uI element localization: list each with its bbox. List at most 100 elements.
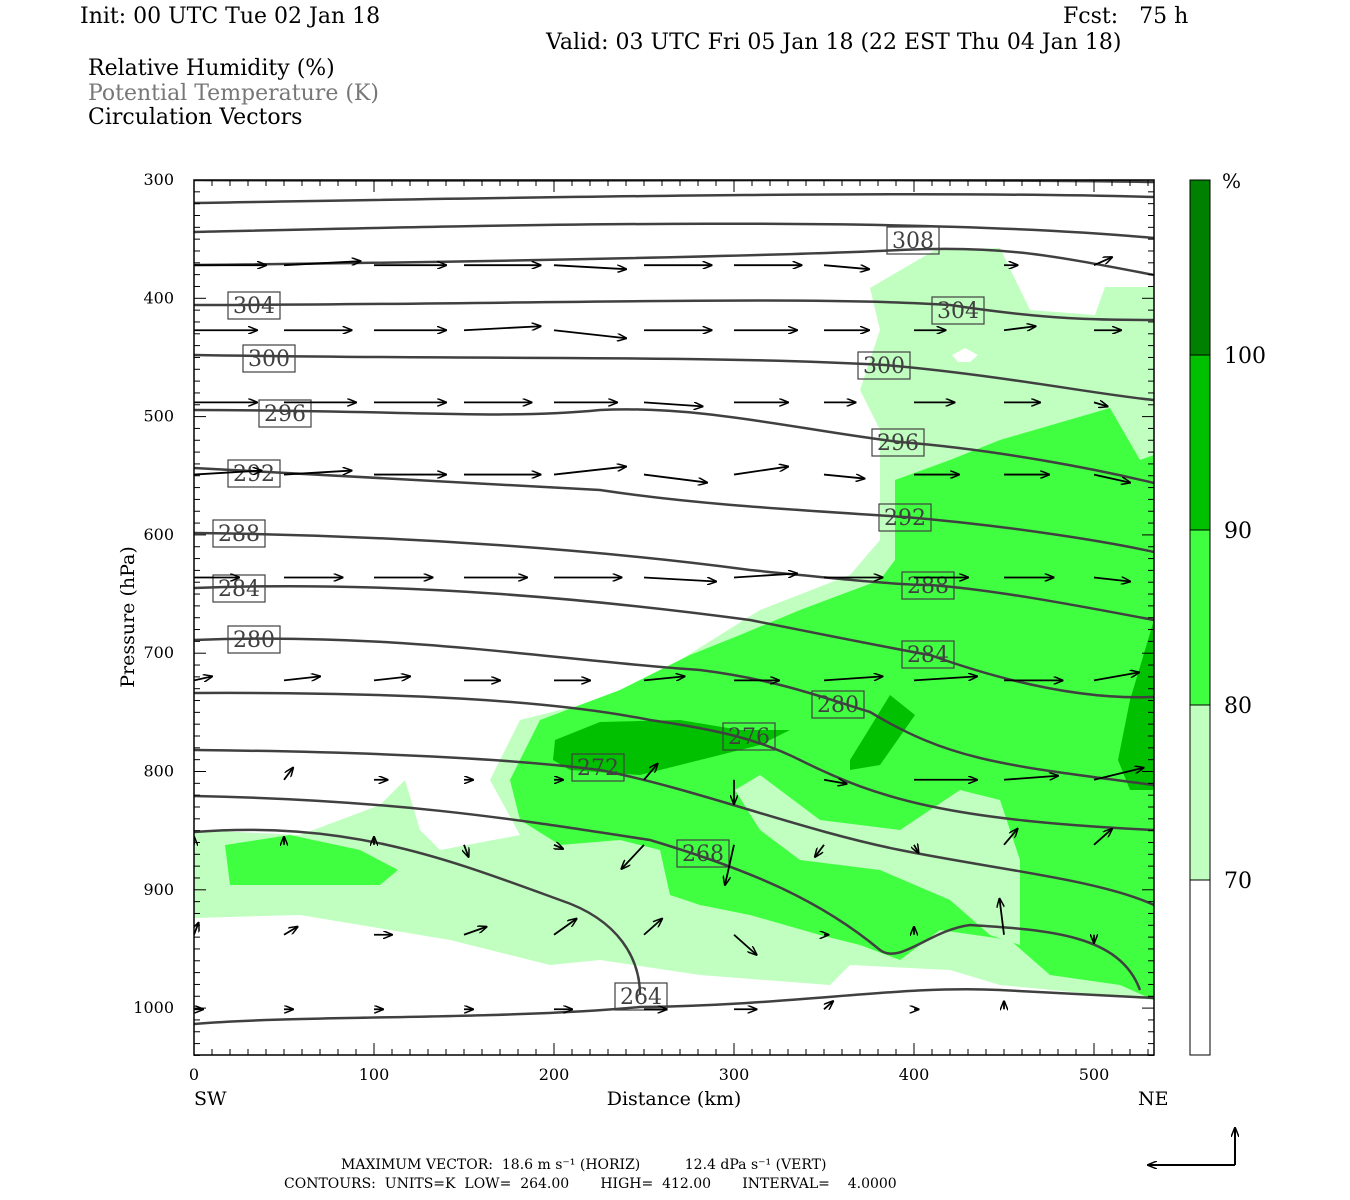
rh-90-100-region [850, 695, 915, 770]
isentrope-label: 292 [878, 503, 932, 532]
circulation-vector [733, 467, 788, 476]
circulation-vector [553, 264, 626, 269]
circulation-vector [725, 844, 735, 885]
colorbar-label: 100 [1224, 344, 1266, 369]
circulation-vector [643, 401, 703, 406]
x-tick-label: 200 [539, 1065, 570, 1084]
y-tick-label: 700 [143, 643, 174, 662]
x-tick-label: 500 [1079, 1065, 1110, 1084]
svg-text:292: 292 [884, 506, 926, 531]
circulation-vector [1093, 257, 1112, 266]
circulation-vector [464, 844, 469, 857]
circulation-vector [643, 676, 685, 682]
isentrope [194, 794, 1142, 991]
scale-arrows [1148, 1128, 1235, 1165]
isentrope [194, 222, 1154, 240]
isentrope-label: 300 [242, 344, 296, 373]
contours-text: CONTOURS: UNITS=K LOW= 264.00 HIGH= 412.… [284, 1176, 897, 1192]
circulation-vector [913, 676, 977, 682]
isentrope-label: 268 [676, 839, 730, 868]
svg-text:296: 296 [264, 402, 306, 427]
rh-90-100-region [1118, 620, 1154, 790]
colorbar-80-90 [1189, 529, 1211, 706]
circulation-vector [643, 919, 662, 936]
circulation-vector [283, 471, 352, 476]
circulation-vector [194, 676, 212, 680]
forecast-hour: Fcst: 75 h [1063, 4, 1189, 29]
circulation-vector [553, 919, 577, 936]
init-time: Init: 00 UTC Tue 02 Jan 18 [80, 4, 381, 29]
circulation-vector [373, 676, 410, 680]
circulation-vector [1000, 899, 1005, 935]
y-axis-title: Pressure (hPa) [117, 546, 139, 688]
circulation-vector [194, 471, 262, 476]
circulation-vector [1003, 776, 1058, 781]
circulation-vector [283, 261, 361, 267]
x-tick-label: 100 [359, 1065, 390, 1084]
isentrope [194, 584, 1154, 699]
isentrope-label: 296 [258, 399, 312, 428]
isentrope [194, 691, 1154, 832]
svg-text:300: 300 [863, 354, 905, 379]
svg-text:272: 272 [577, 756, 619, 781]
svg-text:264: 264 [620, 985, 662, 1010]
circulation-vector [1093, 672, 1139, 682]
y-tick-label: 600 [143, 525, 174, 544]
circulation-vector [643, 764, 658, 781]
circulation-vector [823, 473, 865, 479]
circulation-vector [823, 676, 883, 682]
isentrope-label: 288 [212, 519, 266, 548]
isentrope-label: 296 [871, 428, 925, 457]
colorbar-label: 80 [1224, 694, 1252, 719]
isentrope [194, 299, 1154, 322]
svg-text:268: 268 [682, 842, 724, 867]
circulation-vector [815, 844, 825, 857]
circulation-vector [643, 473, 707, 483]
circulation-vector [1003, 829, 1018, 846]
isentrope-label: 304 [227, 291, 281, 320]
circulation-vector [733, 573, 797, 579]
isentrope [194, 408, 1154, 485]
rh-70-80-pocket [735, 775, 1020, 945]
legend-vectors: Circulation Vectors [88, 105, 303, 130]
circulation-vector [1093, 829, 1112, 846]
x-tick-label: 0 [189, 1065, 199, 1084]
svg-text:280: 280 [817, 693, 859, 718]
colorbar [1189, 179, 1211, 1056]
isentrope [194, 247, 1154, 277]
isentrope-labels: 308 304 304 300 300 296 296 292 292 288 288 284 284 2… [212, 226, 985, 1011]
circulation-vector [1093, 577, 1130, 581]
isentrope [194, 637, 1154, 787]
svg-text:280: 280 [233, 628, 275, 653]
svg-text:288: 288 [218, 522, 260, 547]
circulation-vector [823, 1001, 833, 1009]
circulation-vector [622, 844, 645, 869]
axis-ticks [193, 179, 1154, 1056]
y-tick-label: 900 [143, 880, 174, 899]
colorbar-below-70 [1189, 879, 1211, 1056]
circulation-vector [914, 845, 919, 853]
circulation-vector [823, 264, 869, 269]
isentrope [194, 353, 1154, 402]
svg-text:296: 296 [877, 431, 919, 456]
x-tick-label: 300 [719, 1065, 750, 1084]
axis-labels: 300 400 500 600 700 800 900 1000 0 100 200 300 400 50… [117, 169, 1266, 1110]
rh-80-90-region-left [225, 835, 398, 885]
legend-theta: Potential Temperature (K) [88, 81, 379, 106]
svg-text:284: 284 [907, 643, 949, 668]
colorbar-unit: % [1222, 169, 1241, 193]
circulation-vector [1093, 402, 1108, 406]
circulation-vector [1003, 326, 1036, 330]
y-tick-label: 1000 [133, 998, 174, 1017]
isentrope [194, 193, 1154, 205]
isentrope-label: 264 [614, 982, 668, 1011]
y-tick-label: 300 [143, 170, 174, 189]
y-tick-label: 500 [143, 407, 174, 426]
legend-rh: Relative Humidity (%) [88, 56, 335, 81]
rh-shading [194, 248, 1154, 1000]
circulation-vector [554, 845, 563, 849]
isentrope [194, 748, 1154, 907]
circulation-vector [643, 576, 716, 581]
svg-text:284: 284 [218, 577, 260, 602]
